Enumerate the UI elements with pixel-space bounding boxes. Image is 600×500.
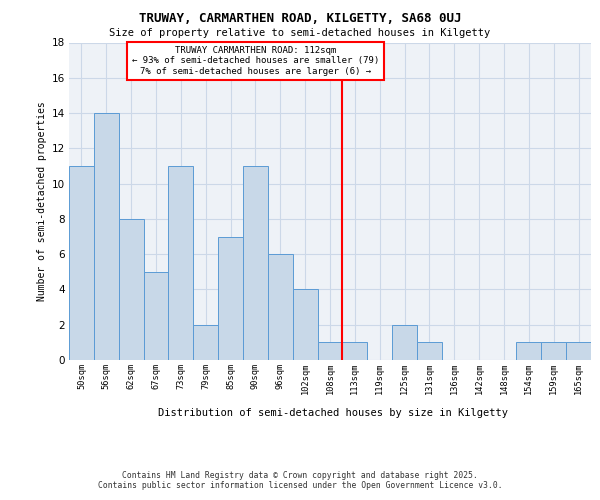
Bar (94, 113, 119, 360)
Text: Contains HM Land Registry data © Crown copyright and database right 2025.
Contai: Contains HM Land Registry data © Crown c… (98, 470, 502, 490)
Y-axis label: Number of semi-detached properties: Number of semi-detached properties (37, 102, 47, 301)
Text: TRUWAY, CARMARTHEN ROAD, KILGETTY, SA68 0UJ: TRUWAY, CARMARTHEN ROAD, KILGETTY, SA68 … (139, 12, 461, 26)
Bar (566, 342, 591, 360)
Bar (69, 166, 94, 360)
Bar (193, 324, 218, 360)
Bar (293, 290, 317, 360)
Bar (169, 166, 193, 360)
Text: Size of property relative to semi-detached houses in Kilgetty: Size of property relative to semi-detach… (109, 28, 491, 38)
Bar (119, 219, 143, 360)
Text: TRUWAY CARMARTHEN ROAD: 112sqm
← 93% of semi-detached houses are smaller (79)
7%: TRUWAY CARMARTHEN ROAD: 112sqm ← 93% of … (132, 46, 379, 76)
Bar (268, 254, 293, 360)
Bar (392, 324, 417, 360)
Bar (317, 342, 343, 360)
Text: Distribution of semi-detached houses by size in Kilgetty: Distribution of semi-detached houses by … (158, 408, 508, 418)
Bar (417, 342, 442, 360)
Bar (541, 342, 566, 360)
Bar (243, 166, 268, 360)
Bar (218, 236, 243, 360)
Bar (143, 272, 169, 360)
Bar (343, 342, 367, 360)
Bar (517, 342, 541, 360)
